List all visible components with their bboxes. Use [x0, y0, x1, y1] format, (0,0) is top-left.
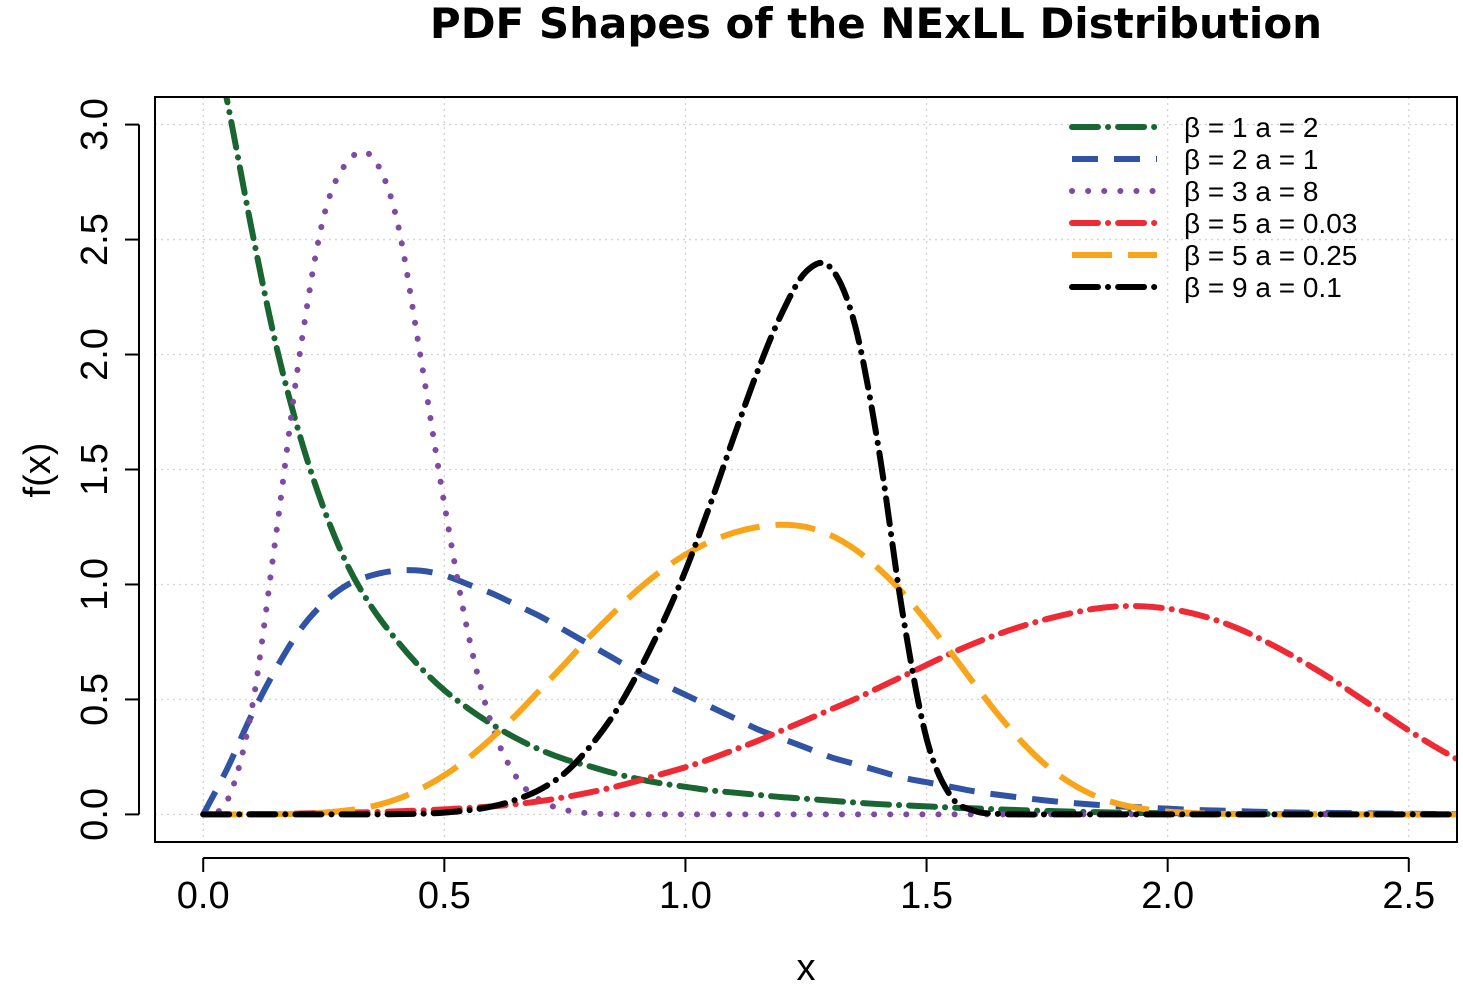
legend-label-0: β = 1 a = 2	[1184, 112, 1318, 143]
y-tick-label: 0.5	[74, 673, 116, 726]
y-tick-label: 1.5	[74, 443, 116, 496]
series-layer	[200, 97, 1457, 818]
x-axis-label: x	[797, 947, 816, 987]
x-tick-label: 1.5	[900, 875, 953, 917]
x-tick-label: 0.5	[418, 875, 471, 917]
y-axis: 0.0 0.5 1.0 1.5 2.0 2.5 3.0	[74, 98, 140, 841]
legend-label-5: β = 9 a = 0.1	[1184, 272, 1342, 303]
legend: β = 1 a = 2β = 2 a = 1β = 3 a = 8β = 5 a…	[1069, 112, 1357, 303]
grid	[155, 97, 1457, 842]
y-axis-label: f(x)	[17, 443, 59, 498]
plot-frame	[154, 96, 1458, 843]
x-axis: 0.0 0.5 1.0 1.5 2.0 2.5	[177, 857, 1435, 917]
series-line-1	[200, 567, 1457, 817]
series-line-5	[200, 259, 1457, 818]
legend-label-2: β = 3 a = 8	[1184, 176, 1318, 207]
series-line-4	[203, 521, 1457, 818]
x-tick-label: 2.5	[1382, 875, 1435, 917]
y-tick-label: 0.0	[74, 788, 116, 841]
legend-label-4: β = 5 a = 0.25	[1184, 240, 1357, 271]
x-tick-label: 2.0	[1141, 875, 1194, 917]
y-tick-label: 1.0	[74, 558, 116, 611]
legend-label-3: β = 5 a = 0.03	[1184, 208, 1357, 239]
y-tick-label: 2.0	[74, 328, 116, 381]
y-tick-label: 3.0	[74, 98, 116, 151]
y-tick-label: 2.5	[74, 213, 116, 266]
x-tick-label: 1.0	[659, 875, 712, 917]
x-tick-label: 0.0	[177, 875, 230, 917]
chart-title: PDF Shapes of the NExLL Distribution	[430, 0, 1322, 48]
legend-label-1: β = 2 a = 1	[1184, 144, 1318, 175]
series-line-3	[200, 603, 1457, 818]
